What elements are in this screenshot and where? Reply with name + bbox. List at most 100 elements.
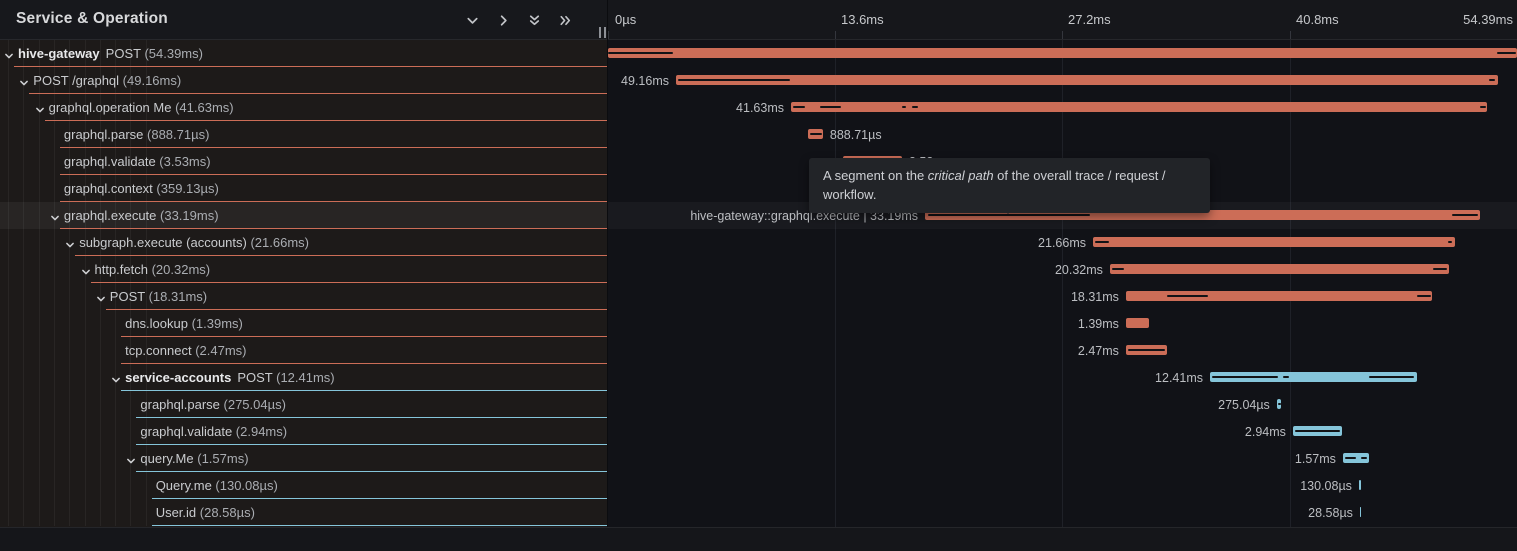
critical-path-segment — [1166, 295, 1208, 297]
tree-row-graphql.validate[interactable]: graphql.validate (3.53ms) — [0, 148, 608, 175]
span-bar[interactable] — [1125, 318, 1150, 328]
axis-tick-mark — [1062, 31, 1063, 39]
row-underline — [59, 228, 608, 229]
tree-row-hive-gateway-post[interactable]: hive-gateway POST (54.39ms) — [0, 40, 608, 67]
span-duration: (275.04µs) — [223, 397, 286, 412]
span-bar[interactable] — [676, 75, 1498, 85]
chevron-right-icon[interactable] — [492, 9, 514, 31]
tree-row-graphql.validate[interactable]: graphql.validate (2.94ms) — [0, 418, 608, 445]
critical-path-segment — [1361, 457, 1368, 459]
timeline-row: 18.31ms — [608, 283, 1517, 310]
chevron-down-icon[interactable] — [50, 211, 60, 226]
critical-path-segment — [1095, 241, 1110, 243]
tree-row-query.me[interactable]: query.Me (1.57ms) — [0, 445, 608, 472]
tree-row-tcp.connect[interactable]: tcp.connect (2.47ms) — [0, 337, 608, 364]
span-bar[interactable] — [1210, 372, 1418, 382]
span-bar[interactable] — [925, 210, 1480, 220]
panel-divider[interactable] — [607, 0, 608, 527]
bar-duration-label: 20.32ms — [1054, 262, 1103, 277]
chevron-down-icon[interactable] — [111, 373, 121, 388]
timeline-row: 275.04µs — [608, 391, 1517, 418]
row-underline — [121, 336, 608, 337]
bar-duration-label: 49.16ms — [621, 73, 669, 88]
span-label: hive-gateway POST (54.39ms) — [18, 46, 203, 61]
critical-path-segment — [1282, 376, 1289, 378]
timeline-row: 130.08µs — [608, 472, 1517, 499]
tree-row-graphql.parse[interactable]: graphql.parse (275.04µs) — [0, 391, 608, 418]
span-label: service-accounts POST (12.41ms) — [125, 370, 335, 385]
axis-tick-label: 27.2ms — [1068, 12, 1111, 27]
span-duration: (49.16ms) — [122, 73, 182, 88]
span-duration: (130.08µs) — [215, 478, 278, 493]
axis-tick-mark — [1290, 31, 1291, 39]
chevron-down-icon[interactable] — [4, 49, 14, 64]
chevron-down-icon[interactable] — [96, 292, 106, 307]
span-row: POST (18.31ms) 18.31ms — [0, 283, 1517, 310]
chevron-down-icon[interactable] — [65, 238, 75, 253]
splitter-handle-icon[interactable] — [595, 25, 609, 40]
row-underline — [44, 120, 608, 121]
span-bar[interactable] — [608, 48, 1517, 58]
indent-guide — [115, 40, 117, 526]
tooltip-text-line2: workflow. — [823, 187, 877, 202]
span-row: POST /graphql (49.16ms) 49.16ms — [0, 67, 1517, 94]
critical-path-segment — [1451, 214, 1478, 216]
critical-path-segment — [1294, 430, 1340, 432]
tree-row-subgraph.execute-accounts-[interactable]: subgraph.execute (accounts) (21.66ms) — [0, 229, 608, 256]
chevron-down-icon[interactable] — [81, 265, 91, 280]
tree-row-graphql.operation-me[interactable]: graphql.operation Me (41.63ms) — [0, 94, 608, 121]
tree-row-http.fetch[interactable]: http.fetch (20.32ms) — [0, 256, 608, 283]
span-row: hive-gateway POST (54.39ms) — [0, 40, 1517, 67]
chevrons-right-icon[interactable] — [554, 9, 576, 31]
timeline-row: 1.39ms — [608, 310, 1517, 337]
row-underline — [14, 66, 608, 67]
span-label: graphql.validate (3.53ms) — [63, 154, 211, 169]
row-underline — [121, 390, 608, 391]
span-duration: (1.57ms) — [197, 451, 249, 466]
span-duration: (54.39ms) — [144, 46, 203, 61]
indent-guide — [145, 40, 147, 526]
tree-row-post[interactable]: POST (18.31ms) — [0, 283, 608, 310]
tree-row-post-graphql[interactable]: POST /graphql (49.16ms) — [0, 67, 608, 94]
indent-guide — [99, 40, 101, 526]
span-bar[interactable] — [1109, 264, 1450, 274]
chevron-down-icon[interactable] — [35, 103, 45, 118]
critical-path-segment — [810, 133, 822, 135]
span-row: User.id (28.58µs) 28.58µs — [0, 499, 1517, 526]
tree-row-query.me[interactable]: Query.me (130.08µs) — [0, 472, 608, 499]
span-label: tcp.connect (2.47ms) — [125, 343, 247, 358]
tree-row-dns.lookup[interactable]: dns.lookup (1.39ms) — [0, 310, 608, 337]
critical-path-segment — [1497, 52, 1516, 54]
span-bar[interactable] — [1342, 453, 1370, 463]
span-duration: (33.19ms) — [160, 208, 219, 223]
chevrons-down-icon[interactable] — [523, 9, 545, 31]
span-bar[interactable] — [1125, 291, 1432, 301]
bar-duration-label: 888.71µs — [829, 127, 882, 142]
tree-row-graphql.execute[interactable]: graphql.execute (33.19ms) — [0, 202, 608, 229]
tree-row-user.id[interactable]: User.id (28.58µs) — [0, 499, 608, 526]
gridline — [835, 0, 836, 527]
gridline — [1290, 0, 1291, 527]
span-bar[interactable] — [1359, 507, 1362, 517]
chevron-down-icon[interactable] — [126, 454, 136, 469]
span-row: http.fetch (20.32ms) 20.32ms — [0, 256, 1517, 283]
bar-duration-label: 130.08µs — [1300, 478, 1352, 493]
critical-path-segment — [1111, 268, 1124, 270]
row-underline — [136, 471, 608, 472]
span-bar[interactable] — [1093, 237, 1455, 247]
bar-duration-label: 2.94ms — [1244, 424, 1286, 439]
chevron-down-icon[interactable] — [461, 9, 483, 31]
tree-row-service-accounts-post[interactable]: service-accounts POST (12.41ms) — [0, 364, 608, 391]
chevron-down-icon[interactable] — [19, 76, 29, 91]
tree-row-graphql.context[interactable]: graphql.context (359.13µs) — [0, 175, 608, 202]
critical-path-segment — [1212, 376, 1278, 378]
span-label: graphql.execute (33.19ms) — [63, 208, 219, 223]
span-bar[interactable] — [1358, 480, 1362, 490]
critical-path-segment — [1432, 268, 1447, 270]
span-bar[interactable] — [791, 102, 1487, 112]
service-name: service-accounts — [125, 370, 232, 385]
critical-path-segment — [1368, 376, 1414, 378]
tree-row-graphql.parse[interactable]: graphql.parse (888.71µs) — [0, 121, 608, 148]
span-duration: (21.66ms) — [250, 235, 309, 250]
tooltip-text: A segment on the — [823, 168, 928, 183]
